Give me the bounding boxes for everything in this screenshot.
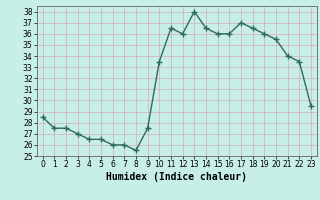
X-axis label: Humidex (Indice chaleur): Humidex (Indice chaleur) <box>106 172 247 182</box>
